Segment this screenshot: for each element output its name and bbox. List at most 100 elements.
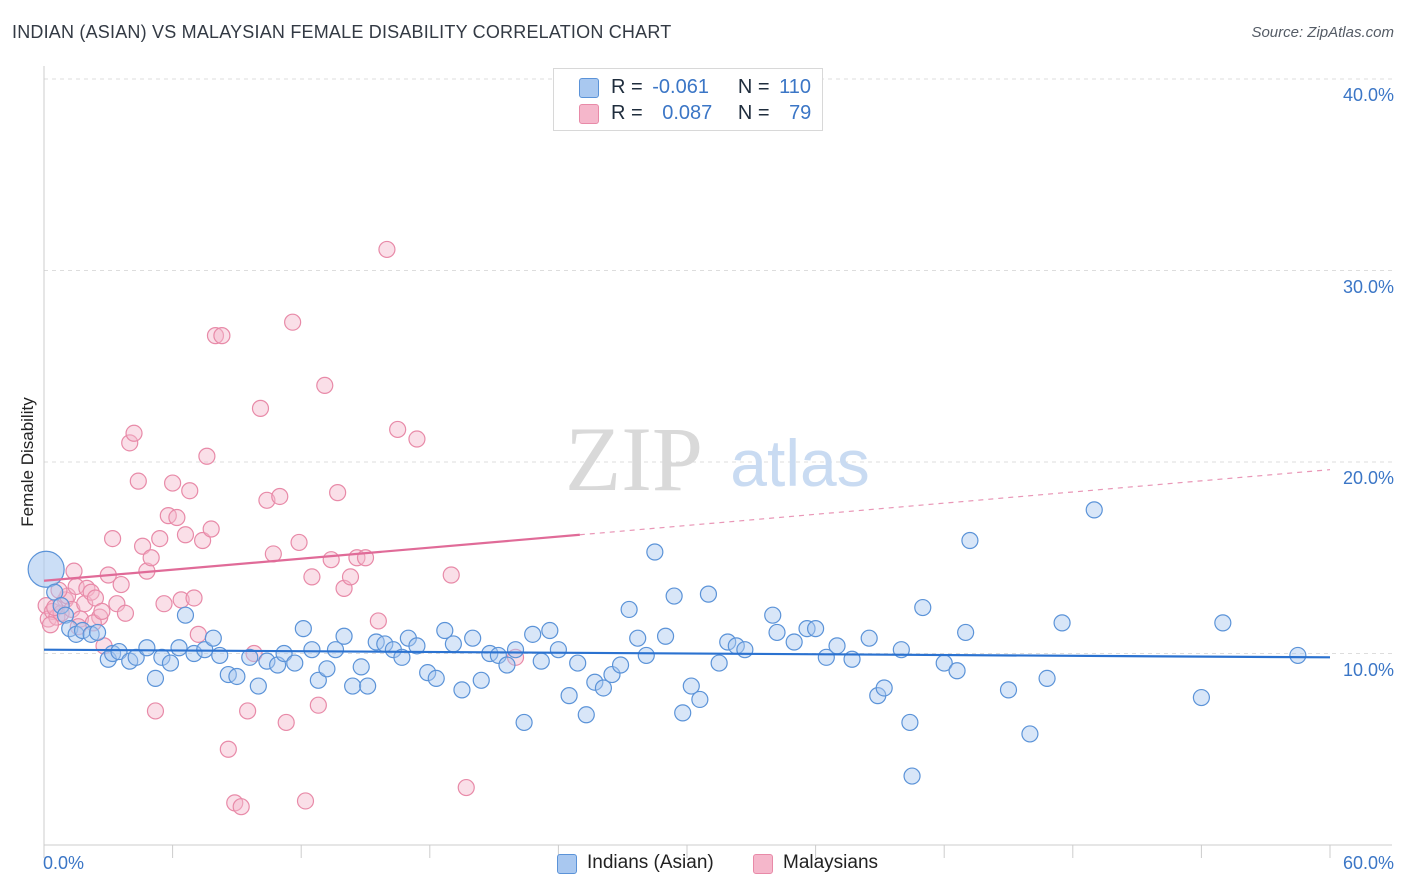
chart-title: INDIAN (ASIAN) VS MALAYSIAN FEMALE DISAB… bbox=[12, 22, 672, 42]
indians-point bbox=[82, 625, 100, 643]
indians-point bbox=[665, 587, 683, 605]
indians-point bbox=[1289, 646, 1307, 665]
indians-point bbox=[241, 648, 259, 666]
indians-point bbox=[161, 654, 180, 672]
legend-n-value: 79 bbox=[789, 102, 812, 124]
malaysians-point bbox=[142, 549, 160, 567]
indians-point bbox=[603, 665, 621, 684]
indians-point bbox=[674, 704, 692, 722]
indians-point bbox=[691, 690, 709, 709]
indians-point bbox=[498, 656, 516, 674]
indians-point bbox=[344, 677, 362, 695]
indians-point bbox=[204, 629, 222, 647]
indians-point bbox=[286, 654, 304, 672]
indians-point bbox=[560, 687, 578, 705]
malaysians-point bbox=[164, 474, 182, 492]
malaysians-point bbox=[408, 430, 426, 448]
indians-point bbox=[901, 713, 919, 732]
indians-point bbox=[914, 598, 932, 617]
malaysians-point bbox=[125, 424, 143, 442]
malaysians-point bbox=[129, 472, 147, 490]
indians-point bbox=[228, 667, 246, 686]
indians-point bbox=[1214, 614, 1232, 632]
indians-point bbox=[710, 654, 728, 672]
indians-point bbox=[515, 713, 533, 732]
legend-r-value: -0.061 bbox=[652, 76, 709, 98]
indians-point bbox=[27, 550, 65, 588]
malaysians-point bbox=[322, 551, 340, 569]
malaysians-point bbox=[457, 778, 475, 797]
malaysians-point bbox=[341, 568, 360, 586]
legend-n-label: N = bbox=[737, 102, 770, 124]
x-tick-min: 0.0% bbox=[43, 853, 85, 873]
indians-point bbox=[138, 639, 156, 657]
indians-point bbox=[524, 625, 542, 643]
trend-lines bbox=[43, 469, 1331, 659]
indians-point bbox=[326, 641, 345, 659]
malaysians-point bbox=[194, 531, 212, 550]
malaysians-point bbox=[133, 537, 152, 555]
indians-point bbox=[52, 597, 70, 615]
indians-point bbox=[464, 629, 482, 647]
indians-point bbox=[335, 627, 353, 645]
malaysians-point bbox=[329, 484, 347, 502]
legend-r-label: R = bbox=[611, 102, 643, 124]
legend-r-label: R = bbox=[611, 76, 643, 98]
indians-point bbox=[61, 620, 79, 638]
indians-point bbox=[828, 637, 846, 655]
indians-point bbox=[275, 644, 293, 663]
indians-point bbox=[1053, 614, 1071, 632]
malaysians-point bbox=[181, 482, 199, 500]
source-label: Source: ZipAtlas.com bbox=[1251, 24, 1394, 41]
malaysians-point bbox=[369, 612, 387, 630]
bottom-legend-label: Indians (Asian) bbox=[587, 852, 714, 873]
malaysians-point bbox=[121, 434, 139, 452]
axes bbox=[43, 66, 1392, 858]
bottom-swatch-pink bbox=[753, 854, 773, 874]
x-tick-max: 60.0% bbox=[1342, 853, 1394, 873]
malaysians-point bbox=[303, 568, 321, 586]
indians-point bbox=[629, 629, 647, 647]
malaysians-point bbox=[271, 487, 289, 506]
indians-point bbox=[656, 627, 675, 645]
indians-trend-line bbox=[43, 648, 1331, 659]
indians-point bbox=[318, 660, 336, 678]
indians-point bbox=[736, 641, 754, 659]
malaysians-point bbox=[206, 327, 225, 345]
indians-point bbox=[620, 600, 638, 619]
malaysians-point bbox=[239, 702, 257, 720]
legend-swatch-blue bbox=[579, 78, 599, 98]
malaysians-point bbox=[442, 566, 460, 584]
indians-point bbox=[586, 673, 604, 691]
indians-point bbox=[549, 641, 568, 659]
indians-point bbox=[419, 664, 437, 682]
malaysians-point bbox=[176, 526, 195, 544]
indians-point bbox=[73, 621, 92, 640]
indians-point bbox=[860, 629, 878, 647]
indians-point bbox=[719, 633, 737, 651]
malaysians-point bbox=[168, 508, 186, 527]
indians-point bbox=[637, 646, 655, 665]
legend-n-label: N = bbox=[737, 76, 770, 98]
indians-point bbox=[875, 679, 893, 697]
malaysians-point bbox=[103, 529, 122, 548]
malaysians-point bbox=[378, 240, 396, 259]
indians-point bbox=[903, 767, 921, 785]
malaysians-point bbox=[198, 447, 216, 465]
bottom-swatch-blue bbox=[557, 854, 577, 874]
legend-n-value: 110 bbox=[779, 76, 811, 98]
indians-point bbox=[444, 635, 462, 653]
watermark-zip: ZIP bbox=[565, 408, 703, 510]
indians-point bbox=[110, 642, 128, 661]
indians-point bbox=[56, 606, 75, 624]
indians-point bbox=[569, 654, 587, 672]
indians-point bbox=[303, 641, 321, 659]
malaysians-point bbox=[251, 399, 270, 417]
indians-point bbox=[453, 681, 471, 699]
malaysians-point bbox=[93, 602, 111, 620]
indians-point bbox=[1038, 669, 1056, 687]
indians-point bbox=[1021, 725, 1039, 743]
grid-lines bbox=[44, 78, 1392, 654]
indians-point bbox=[88, 623, 107, 642]
